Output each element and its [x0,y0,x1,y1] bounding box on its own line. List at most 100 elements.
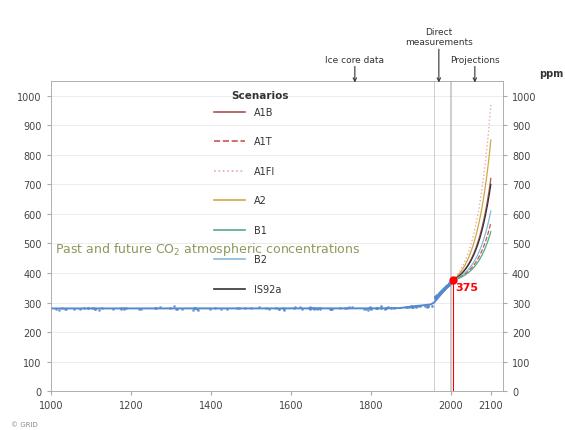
Point [382,305,391,312]
Point [156,304,165,311]
Point [192,306,201,313]
Text: Ice core data: Ice core data [325,55,384,64]
Point [446,280,455,286]
Point [438,286,447,293]
Point [447,279,456,286]
Point [431,294,440,301]
Point [327,306,336,313]
Point [447,278,457,285]
Point [410,303,419,310]
Point [304,305,313,312]
Point [314,305,323,312]
Point [434,291,444,298]
Point [440,286,449,293]
Point [189,306,198,313]
Point [434,291,444,298]
Point [445,281,454,288]
Text: Scenarios: Scenarios [232,91,289,101]
Point [408,304,417,311]
Point [408,304,418,311]
Point [381,305,390,312]
Point [443,282,452,289]
Point [435,290,444,297]
Point [441,283,450,290]
Point [335,305,344,312]
Point [116,306,125,313]
Point [373,305,382,312]
Point [364,304,373,311]
Point [306,304,315,311]
Point [441,284,450,291]
Text: B1: B1 [254,225,267,235]
Point [119,306,128,313]
Point [316,305,325,312]
Point [387,304,396,311]
Point [165,305,174,312]
Point [445,280,454,287]
Point [177,305,186,312]
Point [328,306,337,313]
Point [443,283,452,289]
Point [430,295,439,302]
Point [407,303,416,310]
Point [367,306,376,313]
Point [134,306,144,313]
Point [150,304,159,311]
Point [411,304,420,310]
Point [442,284,451,291]
Point [51,306,60,313]
Point [380,306,389,313]
Point [60,306,69,313]
Point [326,306,335,313]
Point [405,304,414,311]
Point [440,286,449,292]
Point [172,306,181,313]
Point [205,306,214,313]
Text: A1FI: A1FI [254,166,276,176]
Point [438,288,447,295]
Point [439,286,448,293]
Point [264,306,273,313]
Point [407,303,416,310]
Point [272,305,281,312]
Point [442,283,451,289]
Point [441,284,450,291]
Point [402,304,411,310]
Text: 375: 375 [455,282,478,292]
Point [363,306,372,313]
Point [278,304,287,311]
Point [152,305,161,312]
Point [430,294,439,301]
Point [432,293,441,300]
Point [383,304,392,311]
Point [440,286,449,292]
Point [435,290,444,297]
Point [436,290,445,297]
Point [90,305,99,312]
Point [345,304,354,311]
Point [309,306,318,313]
Point [315,306,324,313]
Point [274,305,283,312]
Text: B2: B2 [254,255,267,265]
Point [372,304,381,311]
Point [444,282,453,289]
Point [136,305,145,312]
Point [414,303,423,310]
Point [308,305,318,312]
Point [448,277,457,284]
Point [443,283,452,289]
Point [170,303,179,310]
Point [246,305,255,312]
Point [87,304,96,311]
Point [440,285,449,292]
Point [342,305,351,312]
Point [440,286,449,292]
Text: Past and future CO$_2$ atmospheric concentrations: Past and future CO$_2$ atmospheric conce… [55,240,360,258]
Point [430,294,439,301]
Point [445,281,454,288]
Point [232,305,241,312]
Text: ppm: ppm [539,69,563,79]
Point [325,305,334,312]
Point [367,305,376,312]
